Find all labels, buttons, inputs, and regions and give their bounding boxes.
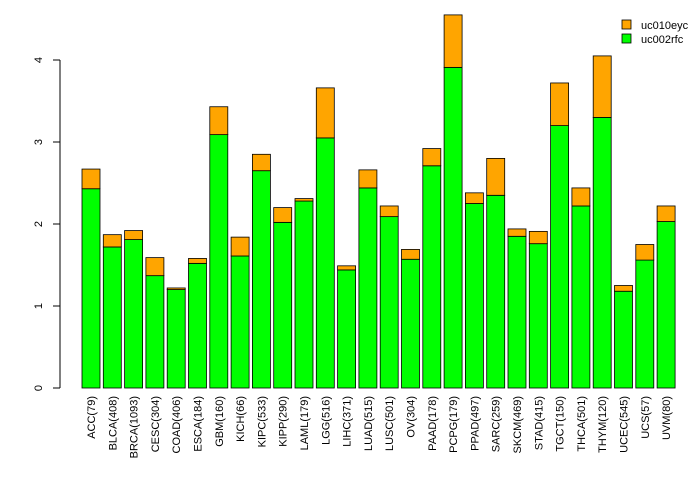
bar-uc002rfc [251,170,271,389]
bar-uc002rfc [464,203,484,389]
bar-uc002rfc [507,235,527,389]
x-tick-label: PAAD(178) [427,396,439,451]
y-tick-label: 2 [33,221,45,227]
bar-uc010eyc [337,265,357,271]
bar-uc002rfc [379,216,399,389]
bar-uc010eyc [571,187,591,207]
x-tick-label: ESCA(184) [193,396,205,452]
x-tick-label: THYM(120) [597,396,609,453]
y-tick-label: 1 [33,303,45,309]
bar-uc002rfc [614,290,633,389]
legend-swatch-uc010eyc [621,19,632,30]
bar-uc010eyc [166,287,186,290]
x-tick-label: UVM(80) [661,396,673,440]
bar-uc002rfc [209,134,229,389]
bar-uc002rfc [550,125,569,389]
x-tick-label: LAML(179) [299,396,311,450]
bar-uc010eyc [635,244,655,261]
x-tick-label: UCS(57) [640,396,652,439]
bar-uc002rfc [294,200,314,389]
x-tick-label: UCEC(545) [619,396,631,453]
bar-uc010eyc [251,153,271,172]
x-tick-label: BLCA(408) [107,396,119,450]
x-tick-label: PPAD(497) [469,396,481,451]
bar-uc002rfc [102,246,122,389]
bar-uc010eyc [209,106,229,136]
bar-uc010eyc [464,192,484,204]
x-tick-label: LUSC(501) [384,396,396,451]
bar-uc002rfc [571,205,591,389]
x-tick-label: LIHC(371) [342,396,354,447]
legend: uc010eyc uc002rfc [621,19,689,46]
x-tick-label: OV(304) [406,396,418,438]
bar-uc002rfc [337,269,357,389]
y-tick-label: 3 [33,139,45,145]
bar-uc002rfc [401,258,420,389]
bar-uc010eyc [294,198,314,202]
x-tick-label: BRCA(1093) [129,396,141,458]
bar-uc010eyc [614,285,633,292]
x-tick-label: PCPG(179) [448,396,460,453]
bar-uc010eyc [550,82,569,126]
bar-uc010eyc [379,205,399,218]
x-tick-label: GBM(160) [214,396,226,447]
bar-uc002rfc [635,259,655,389]
bar-uc010eyc [401,249,420,260]
bar-uc010eyc [81,168,101,190]
bar-uc010eyc [592,55,612,118]
bar-uc010eyc [486,157,506,196]
bar-uc002rfc [124,239,143,389]
bar-uc010eyc [124,230,143,240]
bar-uc010eyc [315,87,335,139]
bar-uc010eyc [273,207,293,223]
bar-uc010eyc [358,169,378,189]
x-tick-label: KIPP(290) [278,396,290,447]
x-tick-label: KICH(66) [235,396,247,442]
y-axis: 0 1 2 3 4 [33,57,61,391]
bar-uc002rfc [422,165,442,389]
x-tick-label: STAD(415) [533,396,545,450]
bar-uc002rfc [81,188,101,389]
bar-uc002rfc [656,221,676,389]
bar-uc002rfc [486,194,506,389]
x-tick-label: LUAD(515) [363,396,375,451]
bar-uc010eyc [422,148,442,167]
x-tick-label: TGCT(150) [555,396,567,452]
y-tick-label: 0 [33,385,45,391]
bar-uc010eyc [145,257,165,277]
x-tick-label: ACC(79) [86,396,98,439]
bar-uc010eyc [528,230,548,245]
bar-uc002rfc [145,275,165,389]
bar-uc010eyc [102,234,122,248]
x-tick-label: SKCM(469) [512,396,524,453]
legend-label-uc002rfc: uc002rfc [641,34,684,46]
bar-uc002rfc [443,66,463,389]
bar-uc002rfc [166,289,186,389]
bar-uc002rfc [528,243,548,389]
legend-swatch-uc002rfc [621,33,632,44]
bars [81,14,676,389]
bar-uc002rfc [592,117,612,389]
bar-uc010eyc [507,228,527,237]
x-tick-label: KIPC(533) [256,396,268,447]
x-tick-label: CESC(304) [150,396,162,452]
bar-uc002rfc [273,221,293,389]
bar-uc002rfc [188,262,207,389]
x-tick-label: SARC(259) [491,396,503,452]
bar-uc010eyc [230,236,250,257]
x-tick-label: COAD(406) [171,396,183,453]
bar-uc010eyc [656,205,676,222]
bar-uc002rfc [230,255,250,389]
bar-uc002rfc [358,187,378,389]
x-axis-labels: ACC(79) BLCA(408) BRCA(1093) CESC(304) COAD(… [86,396,673,458]
bar-uc002rfc [315,137,335,389]
bar-uc010eyc [188,258,207,264]
x-tick-label: LGG(516) [320,396,332,445]
x-tick-label: THCA(501) [576,396,588,452]
legend-label-uc010eyc: uc010eyc [641,20,689,32]
y-tick-label: 4 [33,57,45,63]
bar-uc010eyc [443,14,463,68]
